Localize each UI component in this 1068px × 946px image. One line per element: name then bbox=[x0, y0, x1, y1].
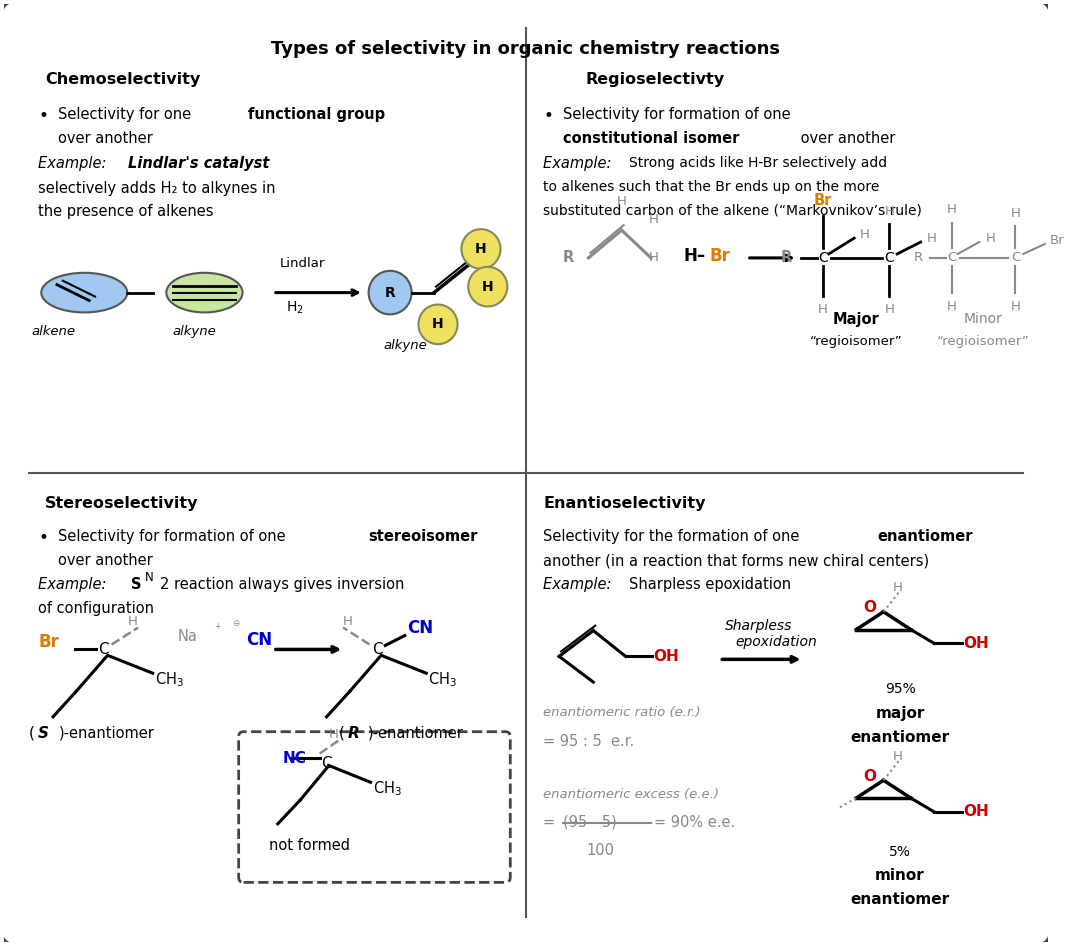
Text: Lindlar: Lindlar bbox=[280, 256, 325, 270]
Text: C: C bbox=[884, 251, 894, 265]
Text: H: H bbox=[649, 252, 659, 265]
Circle shape bbox=[368, 271, 411, 314]
Text: Br: Br bbox=[38, 633, 59, 651]
Text: )-enantiomer: )-enantiomer bbox=[59, 726, 155, 741]
Text: C: C bbox=[947, 252, 957, 265]
Text: enantiomer: enantiomer bbox=[850, 729, 949, 745]
Text: Na: Na bbox=[178, 629, 198, 644]
Text: enantiomer: enantiomer bbox=[878, 530, 973, 545]
Text: (: ( bbox=[339, 726, 344, 741]
Text: minor: minor bbox=[876, 868, 925, 884]
Text: 95%: 95% bbox=[884, 682, 915, 696]
Text: •: • bbox=[38, 530, 48, 548]
Ellipse shape bbox=[42, 272, 127, 312]
Text: H: H bbox=[649, 213, 659, 226]
Text: H: H bbox=[947, 203, 957, 217]
Text: over another: over another bbox=[58, 131, 153, 146]
Text: H: H bbox=[616, 196, 627, 208]
Text: H: H bbox=[818, 303, 828, 316]
Text: 2 reaction always gives inversion: 2 reaction always gives inversion bbox=[160, 577, 405, 592]
Text: C: C bbox=[1010, 252, 1020, 265]
Text: 100: 100 bbox=[586, 843, 614, 858]
Text: H: H bbox=[947, 300, 957, 312]
Text: CH$_3$: CH$_3$ bbox=[428, 670, 457, 689]
Text: H: H bbox=[1010, 300, 1020, 312]
Text: NC: NC bbox=[283, 751, 307, 766]
Text: Minor: Minor bbox=[963, 312, 1003, 326]
Text: H: H bbox=[343, 615, 354, 627]
Text: $^+$: $^+$ bbox=[214, 622, 222, 632]
Text: H: H bbox=[927, 232, 937, 245]
Text: Selectivity for formation of one: Selectivity for formation of one bbox=[563, 107, 790, 122]
Text: Selectivity for one: Selectivity for one bbox=[58, 107, 195, 122]
Text: H: H bbox=[884, 303, 894, 316]
Text: =: = bbox=[544, 815, 561, 830]
Text: H$_2$: H$_2$ bbox=[285, 300, 303, 316]
Circle shape bbox=[468, 267, 507, 307]
Text: Types of selectivity in organic chemistry reactions: Types of selectivity in organic chemistr… bbox=[271, 40, 781, 58]
Text: N: N bbox=[145, 571, 154, 584]
Text: Strong acids like H-Br selectively add: Strong acids like H-Br selectively add bbox=[629, 156, 888, 170]
Text: alkyne: alkyne bbox=[383, 340, 427, 352]
Text: H: H bbox=[433, 317, 444, 331]
Text: H: H bbox=[892, 750, 902, 763]
Text: functional group: functional group bbox=[249, 107, 386, 122]
Text: Br: Br bbox=[1050, 234, 1064, 247]
FancyBboxPatch shape bbox=[238, 731, 511, 883]
Ellipse shape bbox=[167, 272, 242, 312]
Text: O: O bbox=[863, 601, 877, 615]
Text: Major: Major bbox=[833, 312, 880, 327]
Text: Example:: Example: bbox=[38, 156, 111, 171]
Text: C: C bbox=[818, 251, 828, 265]
Text: alkene: alkene bbox=[32, 325, 76, 339]
Text: Example:: Example: bbox=[38, 577, 111, 592]
Text: ​S: ​S bbox=[38, 726, 49, 741]
Text: over another: over another bbox=[796, 131, 895, 146]
Text: H: H bbox=[892, 582, 902, 594]
Text: CH$_3$: CH$_3$ bbox=[155, 670, 184, 689]
Text: OH: OH bbox=[963, 804, 989, 819]
Text: Selectivity for the formation of one: Selectivity for the formation of one bbox=[544, 530, 804, 545]
Text: H: H bbox=[475, 242, 487, 256]
Text: )-enantiomer: )-enantiomer bbox=[367, 726, 464, 741]
Text: H: H bbox=[128, 615, 138, 627]
Text: (95 - 5): (95 - 5) bbox=[563, 815, 617, 830]
Text: to alkenes such that the Br ends up on the more: to alkenes such that the Br ends up on t… bbox=[544, 180, 880, 194]
Text: C: C bbox=[321, 756, 332, 771]
Text: constitutional isomer: constitutional isomer bbox=[563, 131, 739, 146]
Text: 5%: 5% bbox=[890, 845, 911, 859]
Text: Br: Br bbox=[814, 193, 832, 208]
Text: not formed: not formed bbox=[268, 838, 349, 852]
Text: H: H bbox=[986, 232, 996, 245]
Text: selectively adds H₂ to alkynes in: selectively adds H₂ to alkynes in bbox=[38, 181, 276, 196]
Text: another (in a reaction that forms new chiral centers): another (in a reaction that forms new ch… bbox=[544, 553, 929, 569]
Text: R: R bbox=[563, 251, 575, 266]
Text: Example:: Example: bbox=[544, 577, 616, 592]
Text: (: ( bbox=[29, 726, 34, 741]
Text: “regioisomer”: “regioisomer” bbox=[810, 335, 902, 348]
Text: CN: CN bbox=[407, 619, 433, 637]
Text: stereoisomer: stereoisomer bbox=[368, 530, 478, 545]
Text: enantiomeric excess (e.e.): enantiomeric excess (e.e.) bbox=[544, 788, 720, 801]
Text: R: R bbox=[348, 726, 360, 741]
Text: over another: over another bbox=[58, 553, 153, 569]
Text: H: H bbox=[1010, 207, 1020, 220]
Text: = 95 : 5  e.r.: = 95 : 5 e.r. bbox=[544, 734, 634, 748]
Text: O: O bbox=[863, 769, 877, 784]
Text: R: R bbox=[913, 252, 923, 265]
Text: H: H bbox=[329, 727, 339, 741]
Text: Enantioselectivity: Enantioselectivity bbox=[544, 496, 706, 511]
Text: epoxidation: epoxidation bbox=[735, 636, 817, 650]
Text: Sharpless epoxidation: Sharpless epoxidation bbox=[629, 577, 791, 592]
Text: substituted carbon of the alkene (“Markovnikov’s rule): substituted carbon of the alkene (“Marko… bbox=[544, 203, 923, 218]
Text: Stereoselectivity: Stereoselectivity bbox=[45, 496, 199, 511]
Text: R: R bbox=[384, 286, 395, 300]
Circle shape bbox=[461, 229, 501, 269]
Text: Sharpless: Sharpless bbox=[725, 619, 792, 633]
Text: C: C bbox=[372, 642, 382, 657]
Text: = 90% e.e.: = 90% e.e. bbox=[654, 815, 735, 830]
Text: Lindlar's catalyst: Lindlar's catalyst bbox=[128, 156, 269, 171]
Text: C: C bbox=[98, 642, 109, 657]
Text: major: major bbox=[876, 706, 925, 721]
